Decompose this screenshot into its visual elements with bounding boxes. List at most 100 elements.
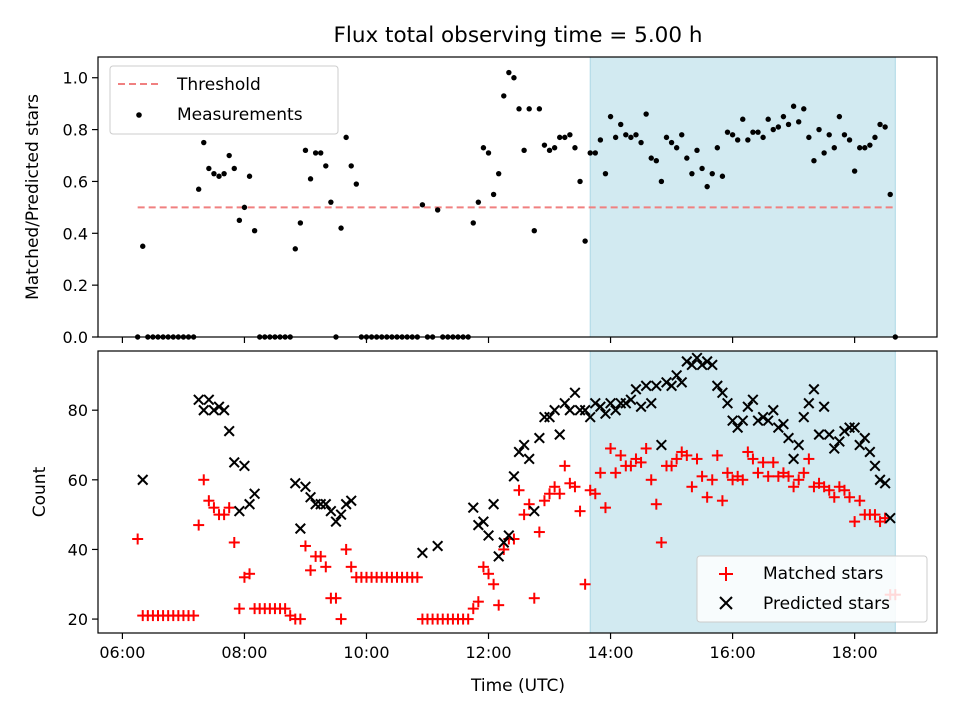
- measurement-point: [612, 134, 619, 141]
- matched-star-point: [869, 509, 881, 521]
- predicted-star-point: [513, 446, 525, 458]
- measurement-point: [633, 132, 639, 138]
- measurement-point: [790, 103, 797, 109]
- ratio-shaded-region: [589, 56, 896, 338]
- measurement-point: [694, 147, 700, 154]
- measurement-point: [709, 170, 715, 177]
- matched-star-point: [655, 536, 667, 548]
- measurement-point: [475, 199, 482, 205]
- predicted-star-point: [523, 453, 535, 465]
- predicted-star-point: [676, 376, 688, 388]
- measurement-point: [536, 106, 543, 112]
- predicted-star-point: [732, 422, 744, 434]
- matched-star-point: [854, 495, 866, 507]
- matched-star-point: [233, 603, 245, 615]
- measurement-point: [663, 134, 670, 141]
- predicted-star-point: [788, 453, 800, 465]
- measurement-point: [241, 204, 248, 211]
- measurement-point: [226, 152, 232, 159]
- predicted-star-point: [244, 498, 256, 510]
- predicted-star-point: [716, 387, 728, 399]
- predicted-star-point: [884, 512, 896, 524]
- predicted-star-point: [554, 429, 566, 441]
- legend-predicted-label: Predicted stars: [763, 594, 890, 614]
- predicted-star-point: [477, 516, 489, 528]
- matched-star-point: [803, 453, 815, 465]
- predicted-star-point: [483, 530, 495, 542]
- matched-star-point: [320, 561, 332, 573]
- ratio-legend-box: [109, 65, 339, 135]
- predicted-star-point: [198, 404, 210, 416]
- matched-star-point: [554, 488, 566, 500]
- matched-star-point: [849, 516, 861, 528]
- predicted-star-point: [803, 397, 815, 409]
- predicted-star-point: [416, 547, 428, 559]
- measurement-point: [851, 168, 858, 174]
- measurement-point: [231, 165, 237, 172]
- y-tick-label: 0.4: [63, 224, 88, 243]
- measurement-point: [506, 69, 512, 76]
- predicted-star-point: [691, 352, 703, 364]
- matched-star-point: [340, 543, 352, 555]
- predicted-star-point: [467, 502, 479, 514]
- matched-star-point: [218, 509, 230, 521]
- measurement-point: [857, 145, 863, 151]
- matched-star-point: [838, 484, 850, 496]
- measurement-point: [236, 217, 243, 224]
- predicted-star-point: [559, 397, 571, 409]
- matched-star-point: [879, 512, 891, 524]
- measurement-point: [887, 191, 893, 198]
- predicted-star-point: [752, 415, 764, 427]
- measurement-point: [577, 178, 583, 185]
- measurement-point: [470, 220, 476, 226]
- predicted-star-point: [767, 404, 779, 416]
- predicted-star-point: [701, 355, 713, 367]
- x-tick-label: 16:00: [710, 643, 756, 662]
- ratio-plot-frame: [97, 56, 938, 338]
- predicted-star-point: [833, 436, 845, 448]
- predicted-star-point: [625, 394, 637, 406]
- matched-star-point: [650, 498, 662, 510]
- y-tick-label: 60: [68, 471, 88, 490]
- measurement-point: [658, 178, 665, 185]
- predicted-star-point: [579, 404, 591, 416]
- matched-star-point: [299, 540, 311, 552]
- measurement-point: [648, 155, 654, 161]
- predicted-star-point: [605, 397, 617, 409]
- matched-star-point: [472, 596, 484, 608]
- matched-star-point: [615, 449, 627, 461]
- measurement-point: [328, 199, 334, 205]
- predicted-star-point: [233, 505, 245, 517]
- matched-star-point: [569, 481, 581, 493]
- matched-star-point: [696, 470, 708, 482]
- predicted-star-point: [594, 401, 606, 413]
- measurement-point: [653, 158, 660, 164]
- matched-star-point: [599, 502, 611, 514]
- matched-star-point: [188, 610, 200, 622]
- matched-star-point: [625, 460, 637, 472]
- measurement-point: [562, 134, 568, 141]
- predicted-star-point: [549, 404, 561, 416]
- predicted-star-point: [544, 411, 556, 423]
- ratio-axes: 0.0 0.2 0.4 0.6 0.8 1.0: [63, 69, 856, 347]
- matched-star-point: [605, 442, 617, 454]
- predicted-star-point: [584, 411, 596, 423]
- matched-star-point: [467, 603, 479, 615]
- matched-star-point: [193, 519, 205, 531]
- measurement-point: [826, 132, 832, 138]
- legend-measurements-swatch: [136, 112, 142, 118]
- predicted-star-point: [294, 523, 306, 535]
- x-tick-label: 08:00: [221, 643, 267, 662]
- measurement-point: [684, 155, 690, 161]
- predicted-star-point: [671, 369, 683, 381]
- measurement-point: [846, 137, 853, 143]
- matched-star-point: [762, 470, 774, 482]
- measurement-point: [343, 134, 349, 141]
- matched-star-point: [518, 509, 530, 521]
- measurement-point: [780, 113, 787, 120]
- predicted-star-point: [696, 359, 708, 371]
- predicted-star-point: [721, 397, 734, 409]
- measurement-point: [877, 121, 883, 128]
- measurement-point: [867, 142, 873, 148]
- matched-star-point: [335, 613, 347, 625]
